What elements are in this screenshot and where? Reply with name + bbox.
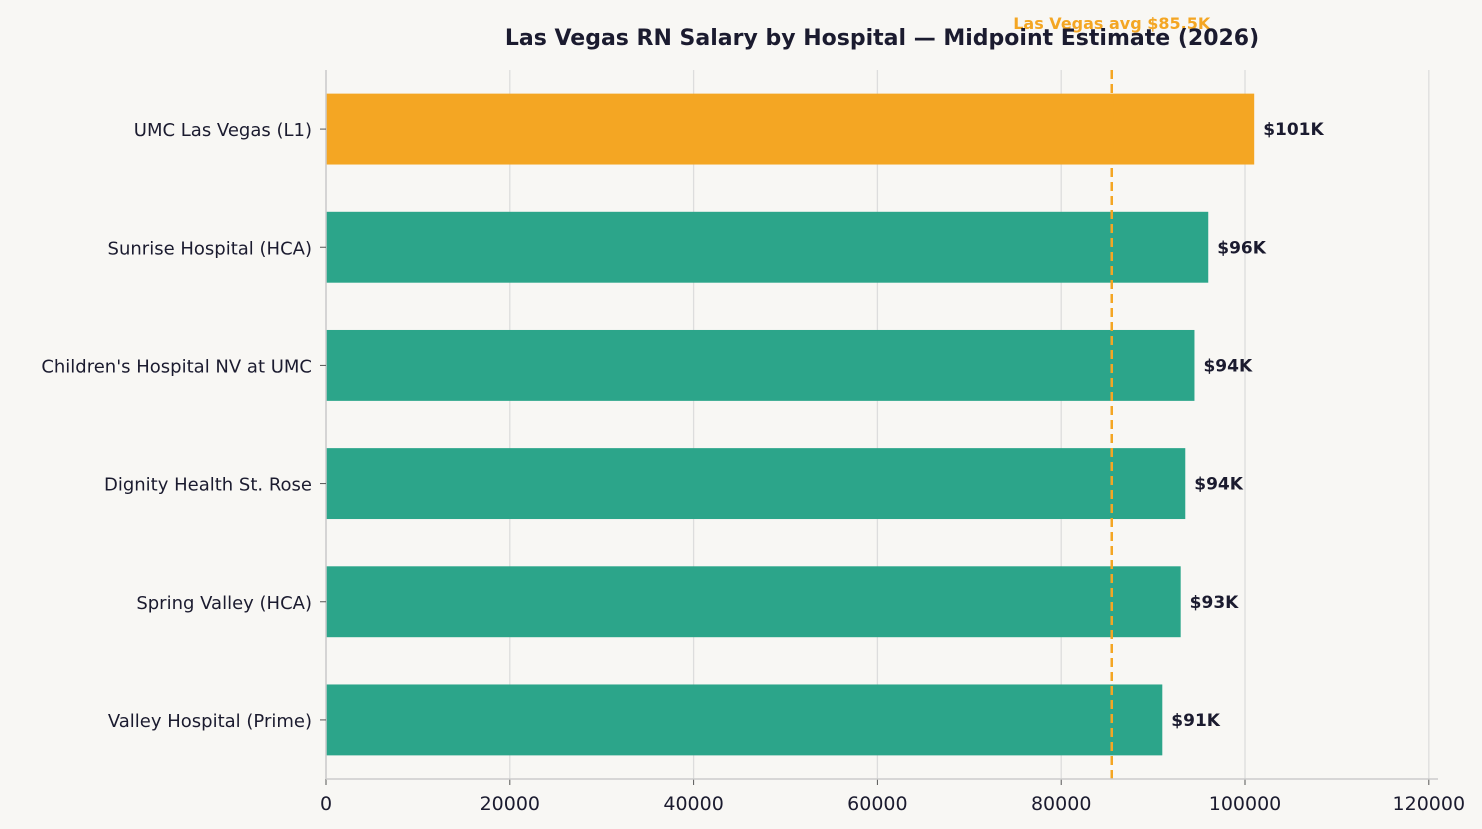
- bar: [326, 566, 1181, 638]
- bar-value-label: $94K: [1194, 475, 1243, 495]
- x-tick-label: 40000: [663, 793, 723, 815]
- chart-title: Las Vegas RN Salary by Hospital — Midpoi…: [505, 26, 1259, 51]
- x-tick-label: 0: [320, 793, 332, 815]
- bar-value-label: $94K: [1203, 356, 1252, 376]
- bar-value-label: $101K: [1263, 120, 1324, 140]
- reference-line-group: Las Vegas avg $85.5K: [1013, 14, 1211, 779]
- bar: [326, 211, 1209, 283]
- x-tick-label: 60000: [847, 793, 907, 815]
- y-category-label: Valley Hospital (Prime): [108, 711, 312, 732]
- x-tick-label: 20000: [480, 793, 540, 815]
- bar-value-label: $96K: [1217, 238, 1266, 258]
- bar: [326, 93, 1255, 165]
- x-tick-label: 100000: [1209, 793, 1282, 815]
- bars: [326, 93, 1255, 756]
- gridlines: [325, 70, 1430, 779]
- x-tick-label: 120000: [1393, 793, 1466, 815]
- y-category-label: Dignity Health St. Rose: [104, 475, 312, 496]
- value-labels: $101K $96K $94K $94K $93K $91K: [1171, 120, 1324, 731]
- y-category-label: Sunrise Hospital (HCA): [108, 238, 312, 259]
- axes: 0 20000 40000 60000 80000 100000 120000 UMC Las…: [41, 70, 1465, 815]
- x-tick-label: 80000: [1031, 793, 1091, 815]
- bar-value-label: $91K: [1171, 711, 1220, 731]
- y-category-label: Spring Valley (HCA): [136, 593, 312, 614]
- y-category-label: UMC Las Vegas (L1): [134, 120, 312, 141]
- bar: [326, 448, 1186, 520]
- bar-value-label: $93K: [1190, 593, 1239, 613]
- y-category-label: Children's Hospital NV at UMC: [41, 356, 312, 377]
- bar: [326, 329, 1195, 401]
- bar: [326, 684, 1163, 756]
- reference-line-label: Las Vegas avg $85.5K: [1013, 14, 1211, 33]
